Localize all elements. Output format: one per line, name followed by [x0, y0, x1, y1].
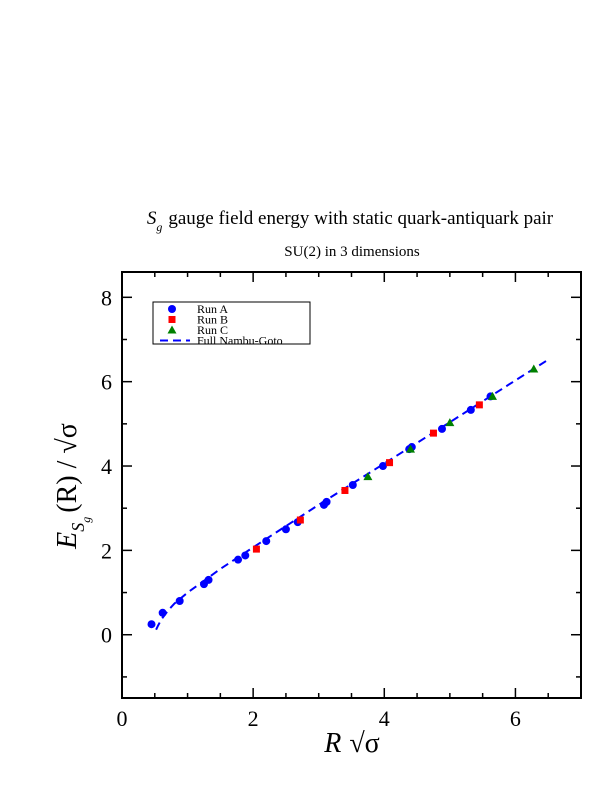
data-point	[281, 525, 290, 534]
data-point	[437, 424, 446, 433]
data-point	[322, 497, 331, 506]
x-label-rest: √σ	[349, 728, 379, 759]
legend-marker	[168, 316, 176, 323]
series-run-c	[363, 364, 539, 481]
data-point	[378, 462, 387, 471]
y-tick-label: 2	[101, 538, 112, 563]
y-label-sub: S	[68, 523, 88, 532]
data-point	[252, 545, 260, 553]
legend-label: Run A	[197, 302, 228, 316]
series-run-a	[147, 392, 495, 629]
data-point	[204, 575, 213, 584]
legend-marker	[167, 325, 177, 334]
legend-box	[152, 301, 311, 345]
legend-label: Full Nambu-Goto	[197, 334, 283, 348]
legend-label: Run C	[197, 323, 228, 337]
data-point	[475, 401, 483, 409]
title-text: gauge field energy with static quark-ant…	[168, 208, 553, 229]
x-label-main: R	[323, 728, 341, 759]
axis-tick-labels: 0 2 4 6 0 2 4 6 8	[101, 285, 521, 731]
x-tick-label: 0	[117, 706, 128, 731]
x-tick-label: 6	[510, 706, 521, 731]
y-label-main: E	[52, 532, 83, 550]
y-axis-label: ESg (R) / √σ	[52, 423, 93, 550]
data-point	[363, 472, 373, 481]
chart-title: Sg gauge field energy with static quark-a…	[147, 208, 554, 234]
chart-subtitle: SU(2) in 3 dimensions	[284, 244, 420, 260]
data-point	[466, 405, 475, 414]
title-symbol: S	[147, 208, 157, 229]
data-point	[529, 364, 539, 373]
x-axis-label: R √σ	[323, 728, 380, 759]
data-point	[147, 620, 156, 629]
data-point	[234, 555, 243, 564]
data-point	[262, 537, 271, 546]
data-point	[296, 516, 304, 524]
data-point	[175, 596, 184, 605]
title-symbol-subscript: g	[156, 220, 162, 234]
data-point	[487, 391, 497, 400]
legend-label: Run B	[197, 313, 228, 327]
y-tick-label: 0	[101, 623, 112, 648]
axis-ticks	[121, 272, 582, 698]
y-tick-label: 8	[101, 285, 112, 310]
data-series	[147, 358, 549, 631]
x-tick-label: 2	[248, 706, 259, 731]
y-tick-label: 6	[101, 370, 112, 395]
y-label-rest: (R) / √σ	[52, 423, 83, 513]
y-label-subsub: g	[79, 517, 93, 523]
data-point	[241, 551, 250, 560]
legend-marker	[168, 305, 176, 313]
data-point	[445, 418, 455, 427]
data-point	[341, 486, 349, 494]
data-point	[429, 429, 437, 437]
data-point	[158, 608, 167, 617]
data-point	[406, 444, 416, 453]
data-point	[348, 481, 357, 489]
data-point	[386, 459, 394, 467]
series-run-b	[252, 401, 483, 553]
x-tick-label: 4	[379, 706, 390, 731]
y-tick-label: 4	[101, 454, 112, 479]
